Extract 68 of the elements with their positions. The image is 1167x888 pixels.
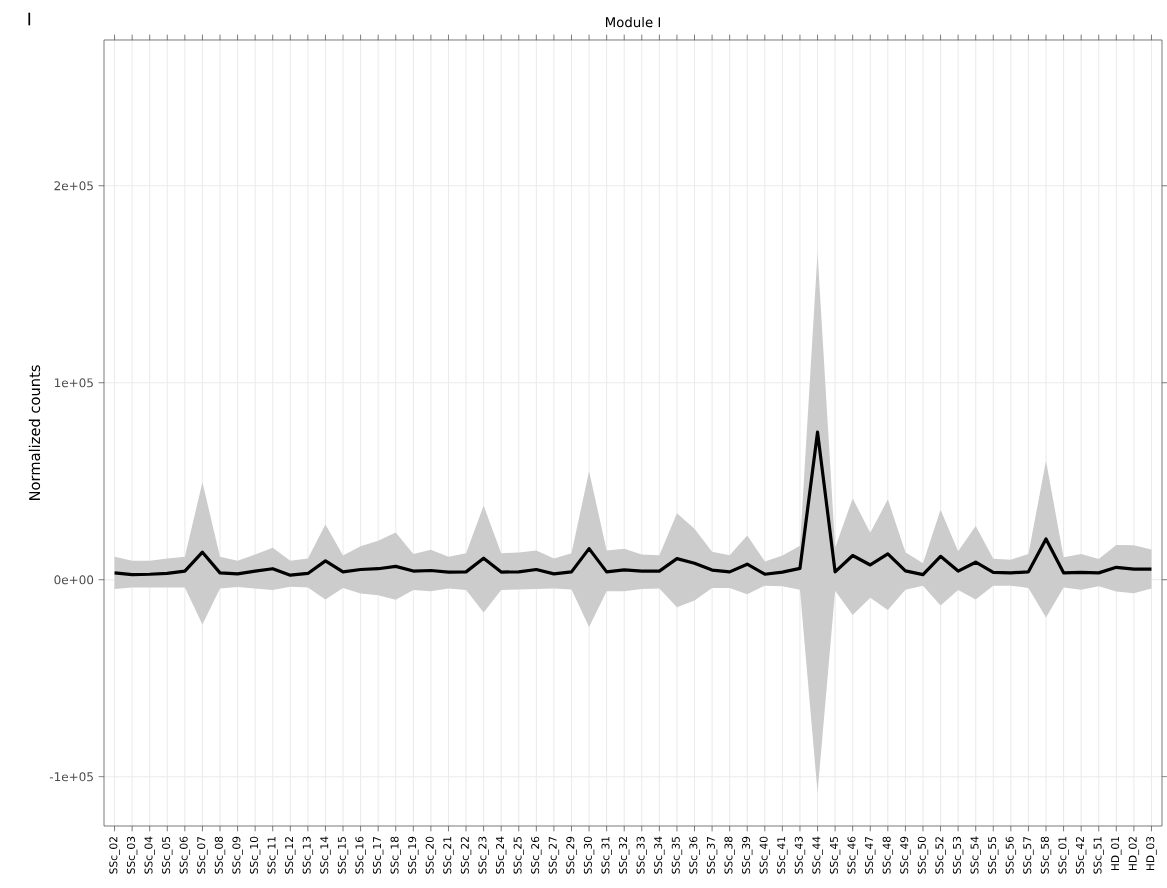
x-tick-label: SSc_40 <box>759 836 771 874</box>
x-tick-label: SSc_15 <box>337 836 349 874</box>
x-tick-label: SSc_32 <box>618 837 630 874</box>
x-tick-label: SSc_33 <box>636 836 647 874</box>
x-tick-label: SSc_12 <box>285 837 296 874</box>
x-tick-label: SSc_11 <box>267 837 278 874</box>
x-tick-label: SSc_13 <box>302 836 314 874</box>
x-tick-label: SSc_07 <box>197 836 208 874</box>
x-tick-label: HD_01 <box>1111 837 1122 871</box>
x-tick-label: SSc_46 <box>847 836 858 874</box>
x-tick-label: SSc_29 <box>566 836 577 874</box>
x-tick-label: SSc_36 <box>689 836 700 874</box>
x-tick-label: SSc_04 <box>144 836 155 874</box>
x-tick-label: SSc_20 <box>425 836 437 874</box>
x-tick-label: HD_02 <box>1128 837 1140 871</box>
x-tick-label: SSc_18 <box>390 836 401 874</box>
x-tick-label: SSc_55 <box>988 836 999 874</box>
x-tick-label: HD_03 <box>1146 836 1157 871</box>
x-tick-label: SSc_41 <box>777 837 788 874</box>
x-tick-label: SSc_24 <box>495 836 507 874</box>
x-tick-label: SSc_05 <box>162 836 173 874</box>
x-tick-label: SSc_56 <box>1005 836 1017 874</box>
x-tick-label: SSc_26 <box>531 836 542 874</box>
x-tick-label: SSc_38 <box>724 836 735 874</box>
line-series <box>112 430 1154 577</box>
x-tick-label: SSc_53 <box>952 836 964 874</box>
x-tick-label: SSc_47 <box>865 836 876 874</box>
x-tick-label: SSc_22 <box>460 837 472 874</box>
x-tick-label: SSc_39 <box>742 836 753 874</box>
x-tick-label: SSc_43 <box>794 836 806 874</box>
x-tick-label: SSc_23 <box>478 836 489 874</box>
x-tick-label: SSc_16 <box>355 836 366 874</box>
x-tick-label: SSc_37 <box>706 836 718 874</box>
x-tick-label: SSc_57 <box>1023 836 1034 874</box>
y-tick-label: -1e+05 <box>49 772 93 782</box>
x-tick-label: SSc_42 <box>1075 837 1087 874</box>
text: I <box>28 12 31 26</box>
x-tick-label: SSc_17 <box>372 836 384 874</box>
x-tick-label: SSc_06 <box>179 836 191 874</box>
x-tick-label: SSc_45 <box>829 836 841 874</box>
x-tick-label: SSc_48 <box>882 836 894 874</box>
x-tick-label: SSc_58 <box>1040 836 1052 874</box>
y-tick-label: 0e+00 <box>54 575 94 585</box>
x-tick-label: SSc_27 <box>548 836 560 874</box>
y-axis-title: Normalized counts <box>28 365 41 500</box>
x-tick-label: SSc_02 <box>109 837 120 874</box>
y-tick-label: 2e+05 <box>54 181 93 191</box>
x-tick-label: SSc_35 <box>671 836 683 874</box>
x-tick-label: SSc_14 <box>320 836 331 874</box>
chart-title: Module I <box>605 16 661 28</box>
x-tick-label: SSc_31 <box>601 837 612 874</box>
x-tick-label: SSc_21 <box>443 837 454 874</box>
x-tick-label: SSc_10 <box>249 836 261 874</box>
x-tick-label: SSc_50 <box>917 836 929 874</box>
x-tick-label: SSc_30 <box>583 836 595 874</box>
x-tick-label: SSc_34 <box>654 836 665 874</box>
x-tick-label: SSc_19 <box>408 836 419 874</box>
x-tick-label: SSc_08 <box>214 836 226 874</box>
y-tick-label: 1e+05 <box>54 378 93 388</box>
x-tick-label: SSc_54 <box>970 836 981 874</box>
x-tick-label: SSc_01 <box>1058 837 1069 874</box>
x-tick-label: SSc_52 <box>935 837 946 874</box>
x-tick-label: SSc_51 <box>1093 837 1104 874</box>
x-tick-label: SSc_09 <box>232 836 243 874</box>
x-tick-label: SSc_03 <box>126 836 138 874</box>
x-tick-label: SSc_44 <box>812 836 823 874</box>
x-tick-label: SSc_25 <box>513 836 524 874</box>
x-tick-label: SSc_49 <box>900 836 911 874</box>
